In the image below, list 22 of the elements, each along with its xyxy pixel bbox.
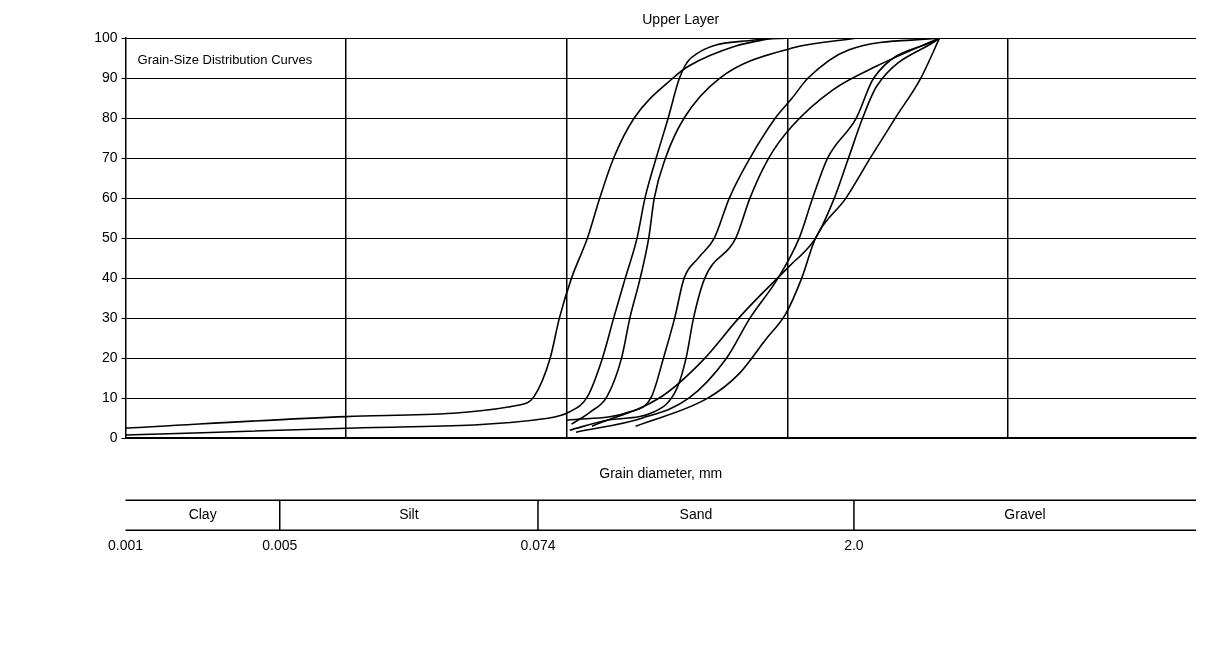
x-tick-label: 2.0 <box>844 537 864 554</box>
x-tick-label: 0.074 <box>520 537 556 554</box>
annotation: Grain-Size Distribution Curves <box>137 51 313 67</box>
text: Clay <box>188 506 217 523</box>
y-tick-label: 30 <box>101 309 118 325</box>
y-tick-label: 50 <box>101 228 118 245</box>
y-tick-label: 60 <box>101 188 118 205</box>
y-tick-label: 90 <box>101 68 118 85</box>
y-tick-label: 20 <box>101 349 118 366</box>
y-tick-label: 100 <box>94 28 118 45</box>
chart-title: Upper Layer <box>642 10 720 27</box>
text: Silt <box>399 506 419 523</box>
text: Sand <box>679 506 713 523</box>
y-tick-label: 40 <box>101 268 118 285</box>
y-tick-label: 70 <box>101 148 118 165</box>
y-tick-label: 0 <box>109 429 118 446</box>
y-tick-label: 10 <box>101 389 118 406</box>
y-tick-label: 80 <box>101 108 118 125</box>
x-axis-title: Grain diameter, mm <box>599 465 723 482</box>
x-tick-label: 0.005 <box>262 537 298 554</box>
text: Gravel <box>1004 506 1046 523</box>
x-tick-label: 0.001 <box>107 537 144 554</box>
